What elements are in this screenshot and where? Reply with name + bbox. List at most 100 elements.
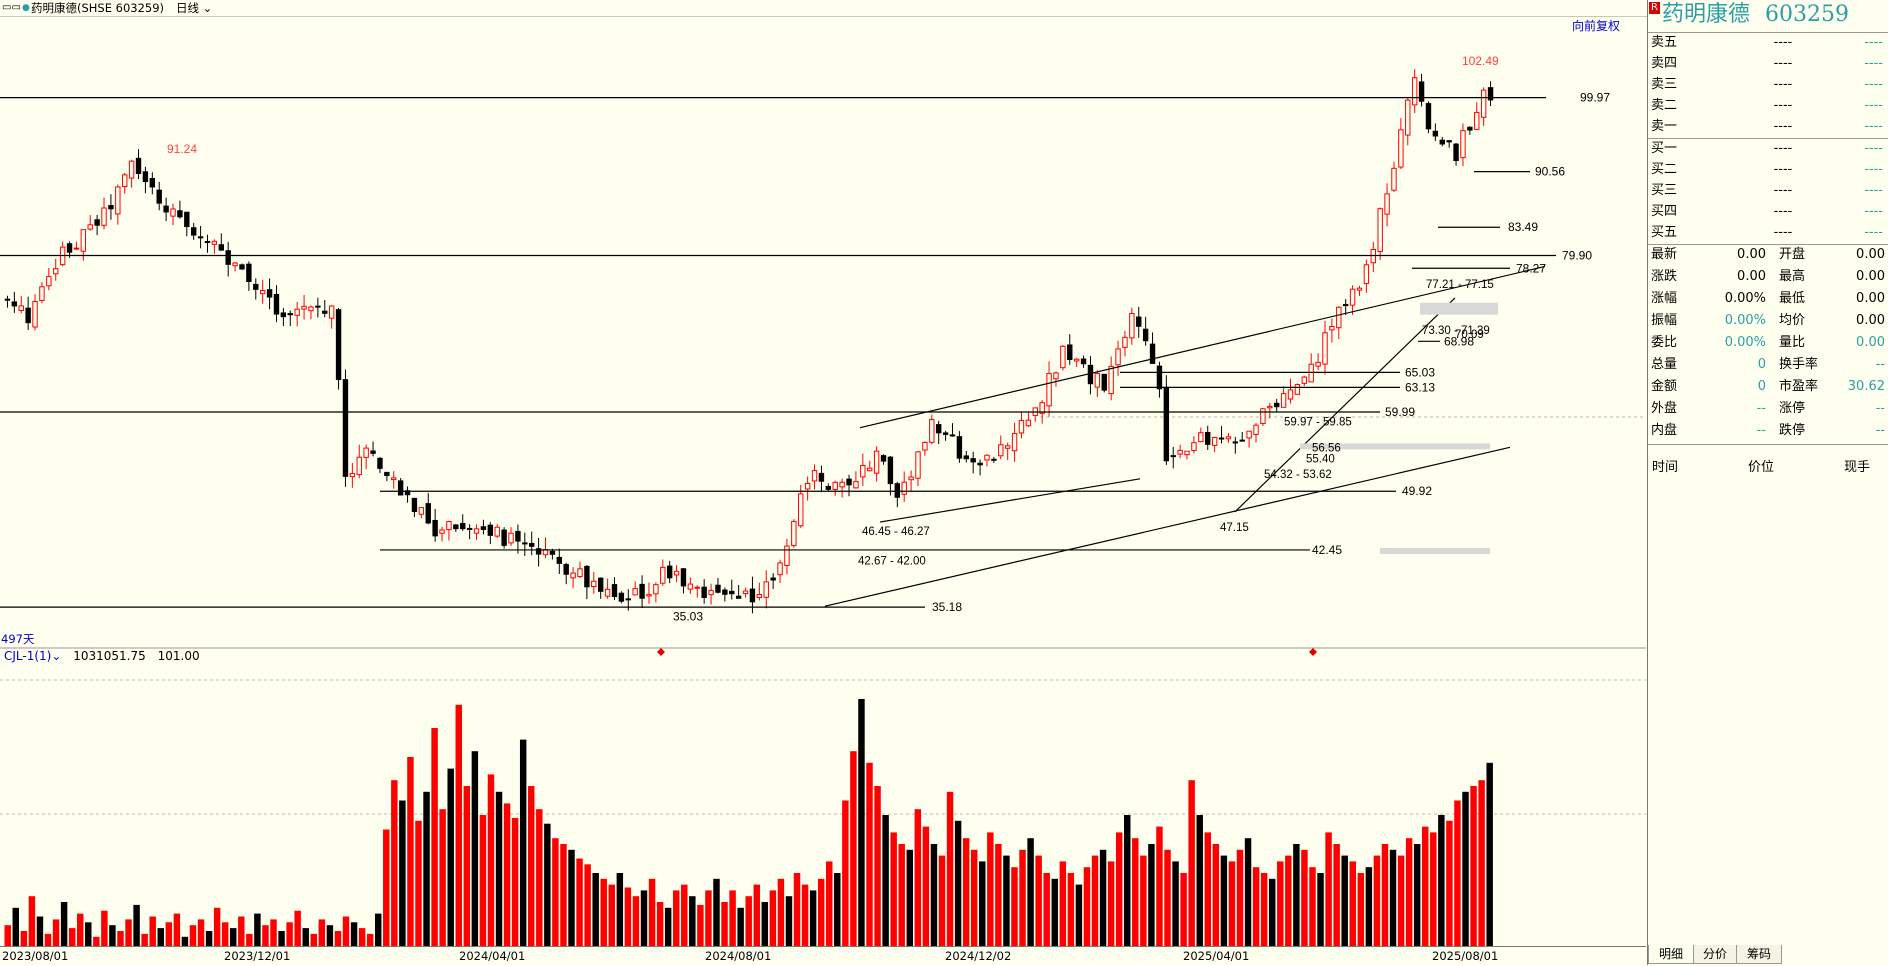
tab-price-distribution[interactable]: 分价 [1693, 945, 1737, 964]
stat-label: 最低 [1779, 291, 1806, 306]
order-price: ---- [1773, 119, 1793, 134]
candle-body [1067, 344, 1073, 360]
candle-body [1322, 332, 1328, 365]
candle-body [218, 244, 224, 251]
volume-bar [962, 838, 970, 946]
volume-bar [511, 817, 519, 946]
level-label: 59.99 [1385, 405, 1415, 419]
volume-bar [205, 931, 213, 946]
volume-bar [254, 913, 261, 946]
volume-bar [455, 704, 462, 946]
candle-body [1205, 431, 1211, 445]
candle-body [1336, 306, 1342, 329]
indicator-name[interactable]: CJL-1(1) [4, 649, 52, 663]
stat-total-volume: 总量 0 [1648, 354, 1770, 376]
volume-bar [165, 922, 173, 946]
volume-bar [270, 919, 277, 946]
order-label: 卖二 [1651, 98, 1678, 113]
minimize-icon[interactable]: ▭▭ [2, 2, 21, 13]
candle-body [122, 174, 128, 188]
candle-body [211, 240, 218, 245]
candle-body [4, 298, 11, 301]
stat-limit-up: 涨停 -- [1776, 398, 1888, 420]
stat-label: 换手率 [1779, 357, 1819, 372]
volume-bar [866, 762, 873, 946]
stat-value: -- [1756, 401, 1766, 416]
tab-chips[interactable]: 筹码 [1736, 945, 1782, 964]
adjust-mode-label[interactable]: 向前复权 [1572, 19, 1621, 33]
stat-value: -- [1875, 423, 1885, 438]
x-tick: 2025/08/01 [1432, 949, 1499, 963]
candle-body [1280, 393, 1287, 408]
stock-name-header: 药明康德 603259 [1662, 0, 1849, 30]
volume-bar [793, 873, 801, 946]
volume-bar [1277, 861, 1284, 946]
candle-body [1060, 345, 1066, 369]
order-price: ---- [1773, 56, 1793, 71]
zone-label: 73.30 - 71.39 [1422, 325, 1490, 337]
volume-bar [246, 933, 253, 946]
volume-bar [753, 884, 760, 946]
candle-body [377, 457, 383, 469]
price-chart[interactable]: 99.97 90.56 83.49 79.90 78.27 68.98 65.0363.13… [0, 16, 1646, 946]
zone-label: 70.09 [1455, 329, 1484, 341]
candle-body [1039, 402, 1045, 414]
candle-body [1225, 436, 1232, 440]
volume-bar [1059, 861, 1067, 946]
volume-bar [302, 928, 309, 946]
event-marker-icon [1309, 648, 1317, 656]
volume-bar [1389, 849, 1397, 946]
candle-body [687, 583, 694, 590]
order-volume: ---- [1864, 119, 1883, 134]
period-selector[interactable]: 日线 ⌄ [176, 0, 212, 16]
indicator-value-1: 1031051.75 [73, 649, 146, 663]
order-price: ---- [1773, 162, 1793, 177]
volume-bar [1027, 838, 1034, 946]
stock-name: 药明康德 [1662, 2, 1751, 27]
candle-body [135, 157, 142, 175]
candle-body [777, 562, 783, 576]
volume-bar [1236, 849, 1244, 946]
volume-bar [560, 844, 567, 946]
volume-bar [28, 896, 36, 946]
candle-body [1405, 99, 1411, 136]
candle-body [308, 306, 314, 312]
candle-body [1101, 373, 1107, 391]
volume-bar [970, 849, 978, 946]
volume-bar [342, 916, 350, 946]
stat-label: 开盘 [1779, 247, 1806, 262]
x-axis: 2023/08/01 2023/12/01 2024/04/01 2024/08… [0, 946, 1646, 966]
candle-body [1170, 455, 1176, 458]
event-marker-icon [657, 648, 665, 656]
stat-value: -- [1875, 401, 1885, 416]
volume-bar [850, 751, 857, 946]
volume-bar [85, 922, 92, 946]
indicator-chevron-icon[interactable]: ⌄ [51, 649, 62, 663]
candle-body [1487, 87, 1494, 101]
candle-body [1046, 373, 1052, 407]
stat-low: 最低 0.00 [1776, 288, 1888, 310]
order-volume: ---- [1864, 98, 1883, 113]
volume-bar [503, 803, 511, 946]
candle-body [673, 570, 680, 576]
volume-bar [1454, 800, 1461, 946]
stat-label: 最高 [1779, 269, 1806, 284]
volume-bar [1003, 855, 1010, 946]
candle-body [177, 210, 183, 218]
volume-bar [1019, 849, 1026, 946]
volume-bar [109, 925, 116, 946]
candle-body [735, 595, 742, 599]
stat-label: 委比 [1651, 335, 1678, 350]
volume-bar [157, 928, 164, 946]
tab-detail[interactable]: 明细 [1648, 945, 1694, 964]
volume-bar [1244, 838, 1252, 946]
volume-bar [181, 936, 189, 946]
volume-bar [334, 931, 342, 946]
price-zone-band [1300, 443, 1490, 450]
volume-bar [1204, 832, 1212, 946]
candle-body [397, 480, 404, 496]
volume-bar [1164, 849, 1171, 946]
order-book-row: 买五 ---- ---- [1648, 222, 1888, 243]
candle-body [384, 471, 390, 477]
candle-body [1094, 372, 1101, 388]
